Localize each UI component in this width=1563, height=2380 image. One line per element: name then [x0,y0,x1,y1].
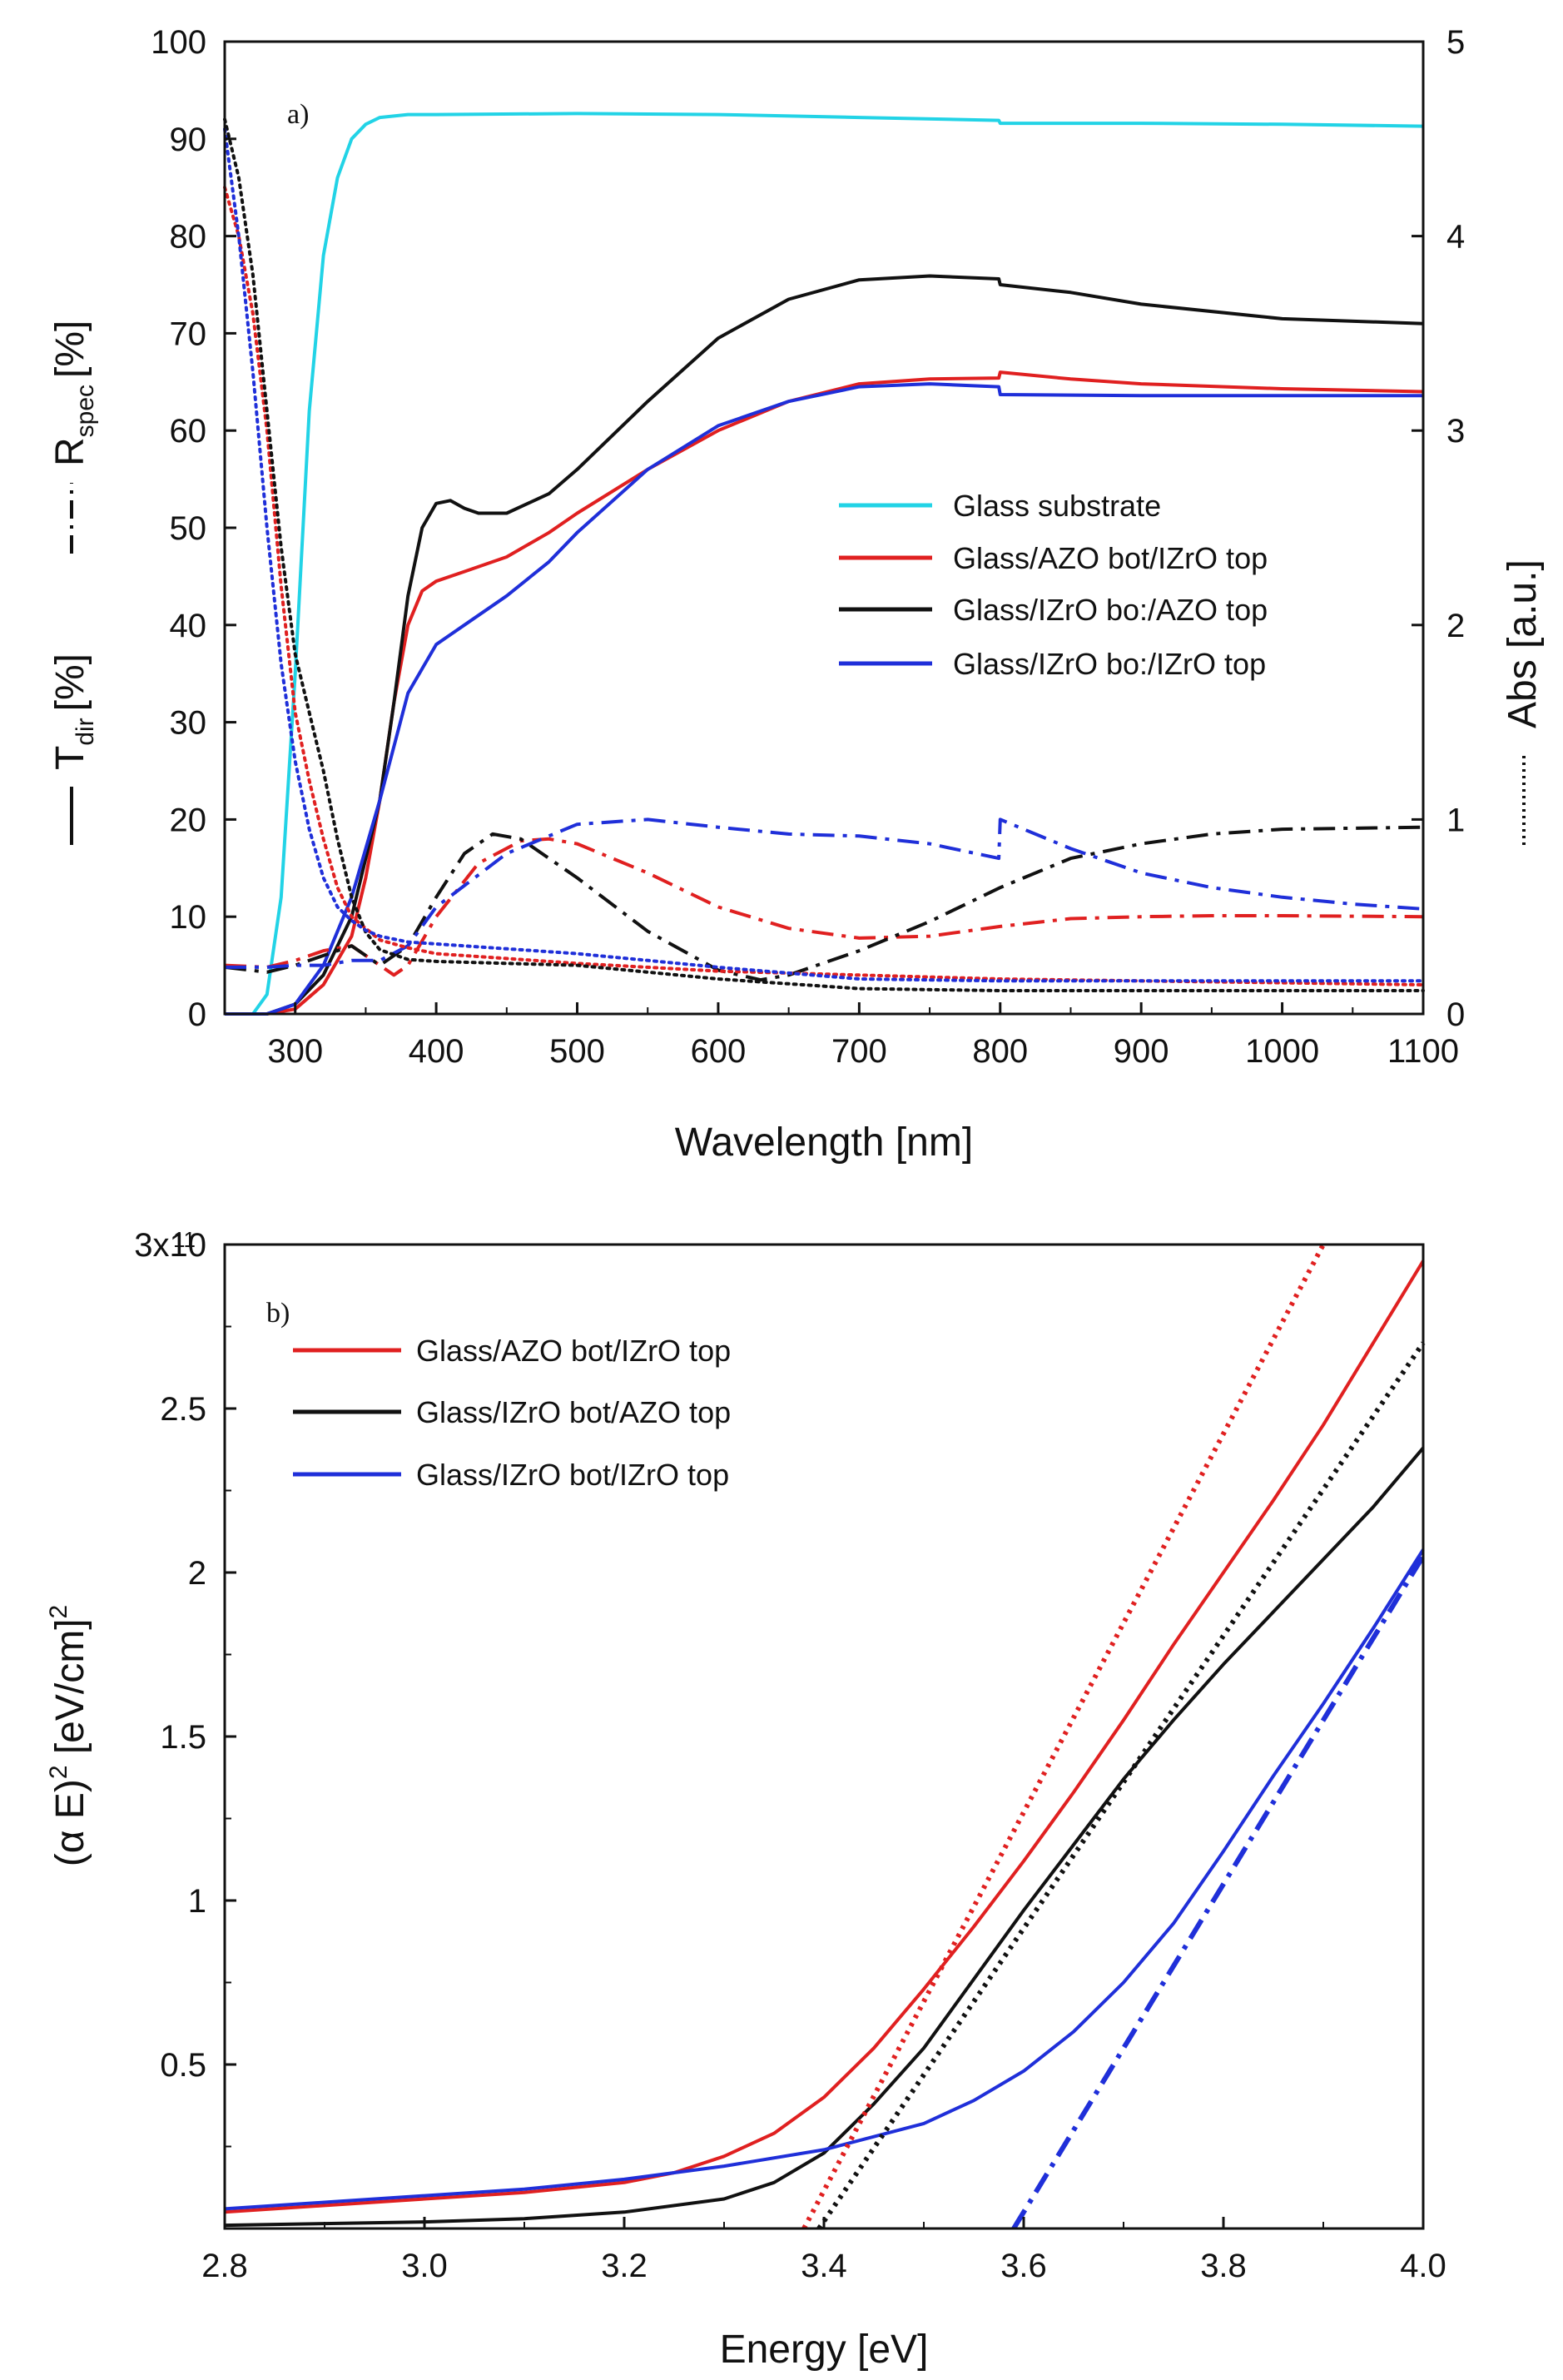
panel-a-plot-frame [223,40,1425,1016]
ylabel-right-text: Abs [a.u.] [1501,559,1545,728]
ytick-label-b-1: 1 [188,1883,206,1920]
xtick-label-a-800: 800 [972,1033,1028,1070]
series-a-t-dir-glass-azo-bot-izro-top [225,370,1424,1016]
ylabel-t-symbol: T [48,746,92,770]
ytick-label-b-2-5: 2.5 [160,1391,206,1428]
ylabel-b-sup2: 2 [45,1605,72,1619]
xtick-label-a-900: 900 [1114,1033,1169,1070]
series-a-t-dir-glass-substrate [225,112,1424,1016]
panel-b-legend: Glass/AZO bot/IZrO top Glass/IZrO bot/AZ… [293,1334,731,1492]
panel-b-ylabel: (α E)2 [eV/cm]2 [45,1605,92,1867]
xtick-label-a-300: 300 [267,1033,323,1070]
panel-a-ylabel-left: Tdir [%] Rspec [%] [48,320,99,845]
panel-a-chart: 300 400 500 600 700 800 900 1000 110001020304050… [48,24,1545,1165]
ytick-label-a-left-100: 100 [151,24,206,61]
ytick-label-a-right-1: 1 [1446,802,1465,838]
panel-b-series-group [224,1243,1426,2230]
xtick-label-b-3-6: 3.6 [1000,2248,1047,2284]
series-b-glass-izro-bot-azo-top [224,1447,1425,2228]
series-b-glass-izro-bot-izro-top-fit [1011,1554,1426,2230]
ytick-label-b-1-5: 1.5 [160,1719,206,1756]
xtick-label-b-3-0: 3.0 [401,2248,448,2284]
legend-a-izro-azo-label: Glass/IZrO bo:/AZO top [953,593,1268,627]
ylabel-r-unit: [%] [48,320,92,378]
panel-b-ticks: 2.8 3.0 3.2 3.4 3.6 3.8 4.0 0.5 1 1.5 2 2.5 3x10 [134,1227,1446,2284]
ytick-label-a-right-5: 5 [1446,24,1465,61]
series-a-abs-glass-izro-bo-azo-top [223,117,1425,992]
ylabel-t-unit: [%] [48,653,92,711]
series-b-glass-izro-bot-izro-top [224,1548,1425,2211]
ytick-label-a-left-10: 10 [170,899,207,936]
series-b-glass-izro-bot-azo-top-fit [816,1341,1426,2230]
ylabel-b-sup1: 2 [45,1765,72,1779]
panel-a-legend: Glass substrate Glass/AZO bot/IZrO top G… [839,489,1268,681]
ytick-label-a-right-2: 2 [1446,608,1465,644]
xtick-label-b-3-2: 3.2 [601,2248,648,2284]
panel-a-label: a) [287,99,309,130]
ytick-label-b-3: 3x10 [134,1227,206,1264]
ytick-label-a-right-4: 4 [1446,219,1465,256]
ytick-label-a-left-80: 80 [170,219,207,256]
xtick-label-a-700: 700 [831,1033,887,1070]
series-a-t-dir-glass-izro-bo-azo-top [225,274,1424,1016]
series-a-r-spec-glass-izro-bo-izro-top [225,817,1424,969]
series-a-abs-glass-azo-bot-izro-top [223,186,1425,986]
ylabel-left-r-text: Rspec [%] [48,320,99,466]
legend-a-izro-izro-label: Glass/IZrO bo:/IZrO top [953,647,1266,681]
ytick-label-a-left-40: 40 [170,608,207,644]
ytick-label-a-right-0: 0 [1446,996,1465,1033]
panel-a-xlabel: Wavelength [nm] [675,1120,973,1165]
panel-a-ylabel-right: Abs [a.u.] [1501,559,1545,845]
legend-b-azo-izro-label: Glass/AZO bot/IZrO top [416,1334,731,1368]
ylabel-b-left: (α E) [48,1779,92,1866]
ytick-label-b-0-5: 0.5 [160,2047,206,2084]
xtick-label-a-600: 600 [691,1033,747,1070]
panel-b-label: b) [266,1298,290,1329]
ytick-label-a-left-50: 50 [170,510,207,547]
xtick-label-b-4-0: 4.0 [1400,2248,1446,2284]
series-a-r-spec-glass-azo-bot-izro-top [224,837,1424,977]
xtick-label-b-3-8: 3.8 [1200,2248,1247,2284]
ytick-label-a-left-0: 0 [188,996,206,1033]
ytick-label-a-left-90: 90 [170,122,207,158]
xtick-label-b-2-8: 2.8 [201,2248,248,2284]
ytick-label-a-left-70: 70 [170,316,207,352]
xtick-label-b-3-4: 3.4 [801,2248,847,2284]
legend-a-azo-izro-label: Glass/AZO bot/IZrO top [953,541,1268,575]
ylabel-r-sub: spec [72,385,99,437]
xtick-label-a-400: 400 [409,1033,464,1070]
panel-b-xlabel: Energy [eV] [720,2328,929,2372]
panel-a-series-group [223,112,1425,1016]
ytick-label-a-right-3: 3 [1446,413,1465,450]
legend-a-glass-label: Glass substrate [953,489,1161,523]
ylabel-r-symbol: R [48,437,92,466]
ytick-label-b-2: 2 [188,1555,206,1592]
series-a-t-dir-glass-izro-bo-izro-top [225,382,1423,1016]
ytick-label-a-left-60: 60 [170,413,207,450]
series-b-glass-azo-bot-izro-top-fit [801,1243,1326,2230]
xtick-label-a-500: 500 [549,1033,605,1070]
ytick-label-a-left-30: 30 [170,705,207,742]
series-b-glass-azo-bot-izro-top [224,1260,1425,2214]
series-a-abs-glass-izro-bo-izro-top [223,127,1425,983]
ylabel-t-sub: dir [72,718,99,745]
ylabel-left-text: Tdir [%] [48,653,99,770]
legend-b-izro-izro-label: Glass/IZrO bot/IZrO top [416,1458,729,1492]
ytick-label-a-left-20: 20 [170,802,207,838]
xtick-label-a-1000: 1000 [1245,1033,1319,1070]
panel-a-ticks: 300 400 500 600 700 800 900 1000 110001020304050… [151,24,1465,1070]
legend-b-izro-azo-label: Glass/IZrO bot/AZO top [416,1395,731,1429]
series-a-r-spec-glass-izro-bo-azo-top [224,825,1424,982]
ylabel-b-mid: [eV/cm] [48,1618,92,1765]
xtick-label-a-1100: 1100 [1387,1033,1459,1070]
panel-b-ylabel-text: (α E)2 [eV/cm]2 [45,1605,92,1867]
panel-b-ytick-exponent: 11 [173,1227,196,1252]
